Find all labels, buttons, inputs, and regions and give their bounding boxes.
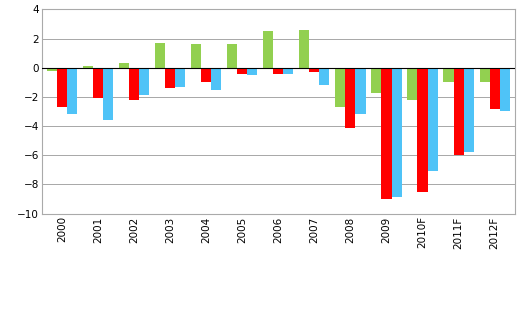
Bar [309, 68, 319, 72]
Bar [284, 68, 293, 73]
Bar [335, 68, 345, 107]
Bar [355, 68, 365, 114]
Bar [299, 30, 309, 68]
Bar [201, 68, 211, 82]
Bar [381, 68, 392, 199]
Bar [67, 68, 77, 114]
Bar [500, 68, 510, 111]
Bar [237, 68, 247, 73]
Bar [155, 43, 165, 68]
Bar [479, 68, 490, 82]
Bar [371, 68, 381, 93]
Bar [165, 68, 175, 88]
Bar [392, 68, 402, 198]
Bar [319, 68, 330, 85]
Bar [273, 68, 284, 73]
Bar [464, 68, 474, 152]
Bar [103, 68, 113, 120]
Bar [490, 68, 500, 109]
Bar [227, 44, 237, 68]
Legend: Estonia, Latvia, Lithuania: Estonia, Latvia, Lithuania [172, 311, 384, 314]
Bar [417, 68, 427, 192]
Bar [129, 68, 139, 100]
Bar [191, 44, 201, 68]
Bar [454, 68, 464, 155]
Bar [119, 63, 129, 68]
Bar [444, 68, 454, 82]
Bar [47, 68, 57, 71]
Bar [211, 68, 221, 89]
Bar [427, 68, 438, 171]
Bar [175, 68, 185, 87]
Bar [139, 68, 149, 95]
Bar [93, 68, 103, 98]
Bar [57, 68, 67, 107]
Bar [247, 68, 257, 75]
Bar [263, 31, 273, 68]
Bar [345, 68, 355, 127]
Bar [83, 66, 93, 68]
Bar [407, 68, 417, 100]
